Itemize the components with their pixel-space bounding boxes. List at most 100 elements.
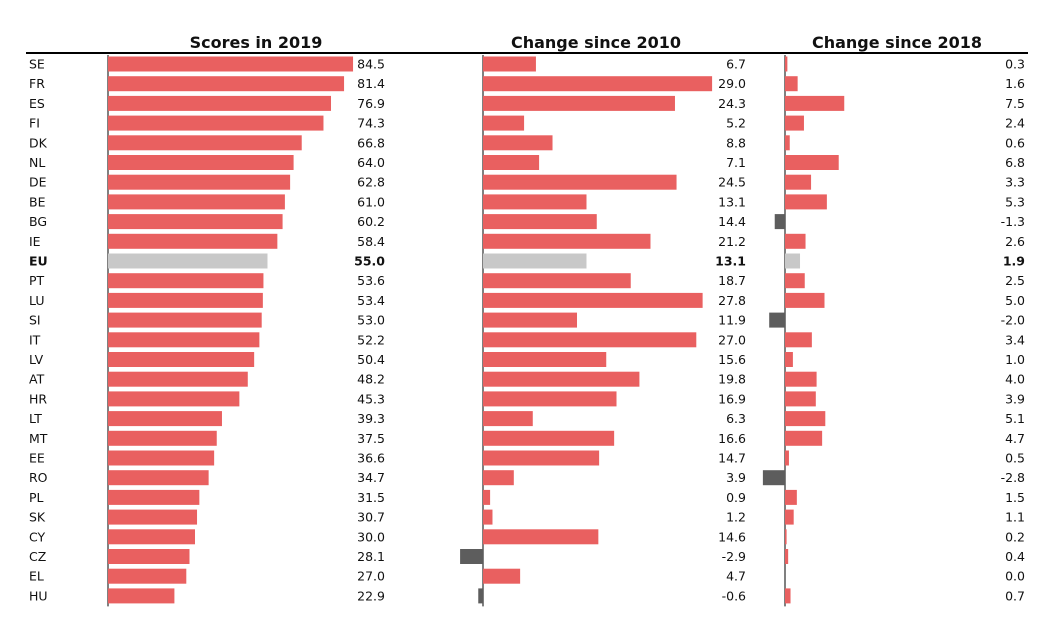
country-label-hu: HU — [29, 588, 48, 603]
country-label-it: IT — [29, 332, 41, 347]
country-label-be: BE — [29, 194, 46, 209]
bar-pt — [785, 273, 805, 289]
bar-se — [483, 56, 536, 72]
bar-lv — [108, 352, 255, 367]
bar-be — [483, 194, 587, 210]
panel-change-2018: 0.3 1.6 7.5 2.4 0.6 6.8 3.3 5.3 -1.3 2.6 1.9 2.5 5.0… — [762, 55, 1025, 607]
bar-de — [785, 174, 812, 190]
value-label-ie: 58.4 — [357, 234, 385, 249]
value-label-lv: 1.0 — [1005, 352, 1025, 367]
value-label-hu: 22.9 — [357, 588, 385, 603]
country-label-pt: PT — [29, 273, 45, 288]
value-label-cy: 14.6 — [718, 529, 746, 544]
bar-cz — [108, 549, 190, 564]
bar-ee — [785, 450, 789, 466]
value-label-el: 0.0 — [1005, 569, 1025, 584]
bar-es — [785, 95, 845, 111]
country-label-pl: PL — [29, 490, 44, 505]
bar-eu — [108, 253, 268, 269]
bar-it — [108, 332, 260, 348]
value-label-be: 5.3 — [1005, 194, 1025, 209]
value-label-fi: 74.3 — [357, 116, 385, 131]
value-label-mt: 16.6 — [718, 431, 746, 446]
country-label-si: SI — [29, 313, 41, 328]
value-label-lv: 50.4 — [357, 352, 385, 367]
value-label-el: 4.7 — [726, 569, 746, 584]
value-label-cz: -2.9 — [722, 549, 746, 564]
value-label-dk: 8.8 — [726, 135, 746, 150]
value-label-dk: 66.8 — [357, 135, 385, 150]
country-label-el: EL — [29, 569, 44, 584]
value-label-lt: 6.3 — [726, 411, 746, 426]
value-label-lu: 27.8 — [718, 293, 746, 308]
value-label-ee: 14.7 — [718, 451, 746, 466]
value-label-ee: 0.5 — [1005, 451, 1025, 466]
bar-ee — [483, 450, 600, 466]
value-label-pl: 31.5 — [357, 490, 385, 505]
panel-scores-2019: 84.5 81.4 76.9 74.3 66.8 64.0 62.8 61.0 60.2 58.4… — [107, 55, 385, 607]
value-label-nl: 7.1 — [726, 155, 746, 170]
value-label-hr: 45.3 — [357, 391, 385, 406]
value-label-ie: 2.6 — [1005, 234, 1025, 249]
bar-hu — [478, 588, 483, 604]
bar-nl — [785, 155, 839, 170]
bar-lv — [785, 352, 793, 367]
value-label-ro: 3.9 — [726, 470, 746, 485]
value-label-cy: 0.2 — [1005, 529, 1025, 544]
value-label-sk: 30.7 — [357, 510, 385, 525]
value-label-pt: 2.5 — [1005, 273, 1025, 288]
value-label-eu: 55.0 — [354, 254, 385, 269]
value-label-es: 7.5 — [1005, 96, 1025, 111]
country-label-dk: DK — [29, 135, 48, 150]
country-label-se: SE — [29, 57, 45, 72]
value-label-es: 76.9 — [357, 96, 385, 111]
country-label-fi: FI — [29, 116, 40, 131]
bar-hu — [108, 588, 175, 604]
value-label-se: 0.3 — [1005, 57, 1025, 72]
value-label-fr: 29.0 — [718, 76, 746, 91]
bar-es — [108, 95, 332, 111]
bar-el — [108, 568, 187, 584]
value-label-it: 27.0 — [718, 332, 746, 347]
value-label-si: 53.0 — [357, 313, 385, 328]
country-label-sk: SK — [29, 510, 46, 525]
value-label-de: 24.5 — [718, 175, 746, 190]
value-label-eu: 1.9 — [1003, 254, 1025, 269]
bar-sk — [108, 509, 198, 525]
value-label-at: 19.8 — [718, 372, 746, 387]
value-label-sk: 1.1 — [1005, 510, 1025, 525]
bar-ro — [108, 470, 209, 486]
panel-title-change-2010: Change since 2010 — [511, 33, 681, 52]
bar-fr — [483, 76, 713, 92]
value-label-de: 3.3 — [1005, 175, 1025, 190]
bar-lt — [785, 411, 826, 427]
bar-fi — [483, 115, 525, 131]
country-label-es: ES — [29, 96, 45, 111]
value-label-de: 62.8 — [357, 175, 385, 190]
country-label-bg: BG — [29, 214, 47, 229]
value-label-pt: 53.6 — [357, 273, 385, 288]
country-label-lu: LU — [29, 293, 45, 308]
bar-cz — [460, 549, 483, 564]
value-label-lv: 15.6 — [718, 352, 746, 367]
bar-hu — [785, 588, 791, 604]
bar-eu — [483, 253, 587, 269]
bar-eu — [785, 253, 801, 269]
bar-sk — [785, 509, 794, 525]
bar-pt — [108, 273, 264, 289]
value-label-hu: -0.6 — [722, 588, 746, 603]
bar-se — [785, 56, 788, 72]
bar-lt — [108, 411, 222, 427]
bar-cy — [785, 529, 787, 545]
value-label-bg: 14.4 — [718, 214, 746, 229]
bar-dk — [483, 135, 553, 151]
bar-ie — [785, 233, 806, 249]
bar-ro — [483, 470, 514, 486]
country-label-ro: RO — [29, 470, 48, 485]
panel-title-change-2018: Change since 2018 — [812, 33, 982, 52]
bar-lu — [483, 292, 703, 308]
country-label-mt: MT — [29, 431, 48, 446]
bar-si — [483, 312, 578, 328]
value-label-lt: 5.1 — [1005, 411, 1025, 426]
